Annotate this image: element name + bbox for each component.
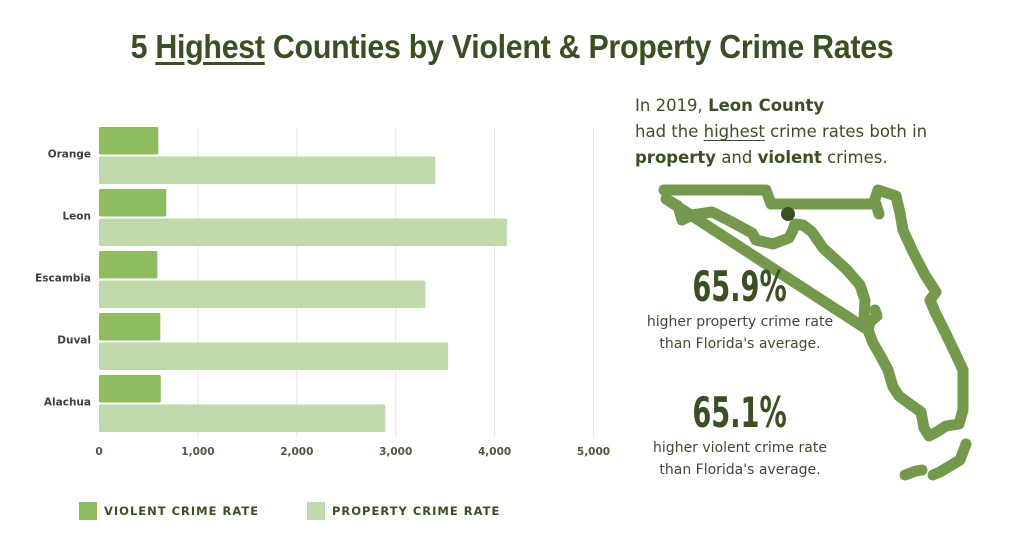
category-label: Duval [57, 335, 91, 347]
category-label: Alachua [44, 397, 91, 409]
legend-label-property: PROPERTY CRIME RATE [332, 504, 501, 518]
florida-outline [658, 184, 969, 442]
category-labels: Orange Leon Escambia Duval Alachua [35, 149, 91, 409]
title-prefix: 5 [130, 28, 156, 65]
x-axis-ticks: 0 1,000 2,000 3,000 4,000 5,000 [95, 446, 610, 458]
intro-text-part: crime rates both in [764, 122, 928, 141]
title-underlined-word: Highest [155, 28, 265, 65]
intro-text-part: and [716, 148, 758, 167]
page-title: 5 Highest Counties by Violent & Property… [41, 28, 983, 66]
stat-property-desc-line1: higher property crime rate [646, 314, 834, 330]
title-suffix: Counties by Violent & Property Crime Rat… [264, 28, 894, 65]
legend-label-violent: VIOLENT CRIME RATE [104, 504, 260, 518]
highlight-property: property [635, 148, 717, 167]
stat-property-value: 65.9% [692, 262, 788, 311]
legend-item-property: PROPERTY CRIME RATE [307, 502, 500, 520]
bar-property-alachua [99, 404, 386, 432]
stat-violent-desc-line2: than Florida's average. [659, 462, 821, 478]
intro-text: In 2019, Leon County had the highest cri… [635, 93, 927, 171]
x-tick-label: 0 [95, 446, 102, 458]
x-tick-label: 3,000 [379, 446, 412, 458]
legend-item-violent: VIOLENT CRIME RATE [79, 502, 259, 520]
bar-property-escambia [99, 280, 426, 308]
bar-violent-duval [99, 313, 161, 341]
stat-violent-desc-line1: higher violent crime rate [653, 440, 827, 456]
bar-property-duval [99, 342, 449, 370]
stat-violent: 65.1% higher violent crime rate than Flo… [590, 388, 890, 481]
x-tick-label: 4,000 [478, 446, 511, 458]
bar-violent-orange [99, 127, 159, 155]
bars [99, 127, 507, 432]
stat-property-desc-line2: than Florida's average. [659, 336, 821, 352]
legend-swatch-violent [79, 502, 97, 520]
bar-violent-alachua [99, 375, 161, 403]
legend-swatch-property [307, 502, 325, 520]
florida-keys-west [899, 464, 928, 481]
x-tick-label: 2,000 [280, 446, 313, 458]
highlight-county: Leon County [708, 96, 825, 115]
category-label: Orange [48, 149, 91, 161]
stat-property: 65.9% higher property crime rate than Fl… [590, 262, 890, 355]
bar-property-leon [99, 218, 507, 246]
intro-text-part: crimes. [821, 148, 888, 167]
category-label: Escambia [35, 273, 91, 285]
florida-keys [927, 438, 972, 481]
highlight-violent: violent [757, 148, 822, 167]
intro-text-part: In 2019, [635, 96, 709, 115]
bar-violent-escambia [99, 251, 158, 279]
bar-property-orange [99, 156, 436, 184]
x-tick-label: 1,000 [181, 446, 214, 458]
bar-violent-leon [99, 189, 167, 217]
leon-county-marker [781, 207, 795, 221]
highlight-highest: highest [703, 122, 765, 141]
stat-violent-value: 65.1% [692, 388, 788, 437]
x-tick-label: 5,000 [577, 446, 610, 458]
bar-chart: Orange Leon Escambia Duval Alachua 0 1,000 2,0… [35, 127, 610, 458]
category-label: Leon [62, 211, 91, 223]
intro-text-part: had the [635, 122, 704, 141]
